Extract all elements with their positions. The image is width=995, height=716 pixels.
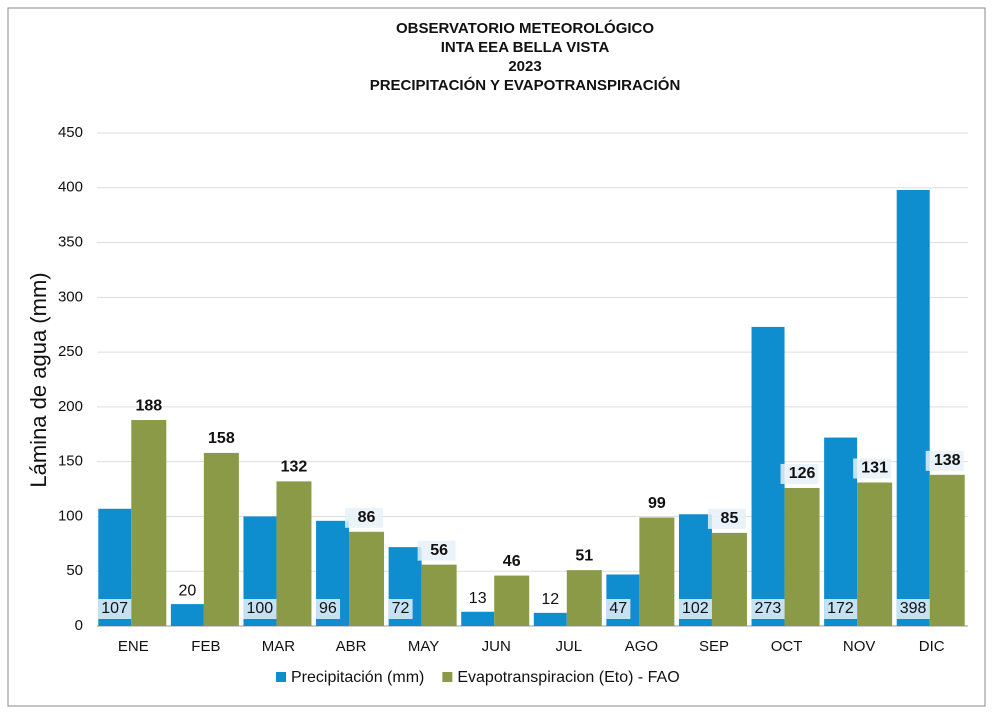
y-axis-title: Lámina de agua (mm): [26, 272, 51, 487]
y-tick-label: 350: [58, 234, 83, 251]
bar: [857, 482, 893, 626]
value-label-box: [925, 450, 964, 471]
x-tick-label: OCT: [771, 638, 803, 655]
value-label: 12: [541, 591, 559, 608]
legend-label: Precipitación (mm): [291, 669, 424, 686]
bar: [276, 481, 312, 626]
value-label-box: [388, 599, 413, 619]
value-label: 131: [861, 460, 888, 477]
bar: [494, 575, 530, 626]
value-label: 398: [900, 600, 927, 617]
bar: [533, 612, 567, 626]
bar: [711, 532, 747, 626]
x-tick-label: JUL: [555, 638, 582, 655]
chart-title: 2023: [508, 58, 541, 75]
value-label-box: [243, 599, 277, 619]
value-label: 126: [789, 465, 816, 482]
y-tick-label: 300: [58, 288, 83, 305]
value-label-box: [345, 507, 384, 528]
value-label-box: [707, 508, 746, 529]
value-label: 273: [755, 600, 782, 617]
y-tick-label: 50: [66, 562, 83, 579]
value-label: 158: [208, 430, 235, 447]
bar: [751, 326, 785, 626]
x-tick-label: DIC: [919, 638, 945, 655]
value-label-box: [751, 599, 785, 619]
value-label: 13: [469, 590, 487, 607]
chart-title: INTA EEA BELLA VISTA: [441, 39, 610, 56]
bar: [461, 611, 495, 626]
value-label: 102: [682, 600, 709, 617]
value-label: 172: [827, 600, 854, 617]
value-label: 51: [575, 547, 593, 564]
value-label: 188: [135, 397, 162, 414]
bar: [566, 570, 602, 626]
y-tick-label: 100: [58, 507, 83, 524]
y-tick-label: 250: [58, 343, 83, 360]
x-tick-label: MAY: [408, 638, 439, 655]
value-label: 107: [101, 600, 128, 617]
chart-title: OBSERVATORIO METEOROLÓGICO: [396, 19, 654, 37]
x-tick-label: JUN: [482, 638, 511, 655]
value-label: 85: [721, 510, 739, 527]
value-label-box: [896, 599, 930, 619]
value-label-box: [853, 458, 892, 479]
x-tick-label: SEP: [699, 638, 729, 655]
legend-swatch: [442, 672, 453, 682]
value-label-box: [98, 599, 132, 619]
bar: [203, 452, 239, 626]
x-tick-label: MAR: [262, 638, 296, 655]
value-label: 86: [358, 509, 376, 526]
y-tick-label: 150: [58, 453, 83, 470]
value-label-box: [606, 599, 631, 619]
value-label-box: [824, 599, 858, 619]
bar: [896, 189, 930, 627]
value-label: 56: [430, 542, 448, 559]
chart-title: PRECIPITACIÓN Y EVAPOTRANSPIRACIÓN: [370, 76, 681, 94]
x-tick-label: AGO: [625, 638, 658, 655]
value-label: 20: [178, 582, 196, 599]
bar: [929, 474, 965, 626]
y-tick-label: 400: [58, 179, 83, 196]
bar: [131, 420, 167, 626]
value-label-box: [417, 540, 456, 561]
x-tick-label: ABR: [336, 638, 367, 655]
bar: [349, 531, 385, 626]
y-tick-label: 200: [58, 398, 83, 415]
value-label: 96: [319, 600, 337, 617]
value-label-box: [678, 599, 712, 619]
value-label: 46: [503, 553, 521, 570]
legend-swatch: [276, 672, 286, 682]
value-label: 132: [281, 459, 308, 476]
value-label-box: [780, 463, 819, 484]
y-tick-label: 450: [58, 124, 83, 141]
value-label: 72: [392, 600, 410, 617]
bar: [824, 437, 858, 626]
x-tick-label: ENE: [118, 638, 149, 655]
x-tick-label: FEB: [191, 638, 220, 655]
value-label: 47: [609, 600, 627, 617]
value-label-box: [316, 599, 341, 619]
bar: [784, 487, 820, 626]
value-label: 138: [934, 452, 961, 469]
bar: [170, 604, 204, 626]
value-label: 99: [648, 495, 666, 512]
legend-label: Evapotranspiracion (Eto) - FAO: [457, 669, 679, 686]
value-label: 100: [246, 600, 273, 617]
bar: [639, 517, 675, 626]
bar: [421, 564, 457, 626]
x-tick-label: NOV: [843, 638, 876, 655]
y-tick-label: 0: [75, 617, 83, 634]
